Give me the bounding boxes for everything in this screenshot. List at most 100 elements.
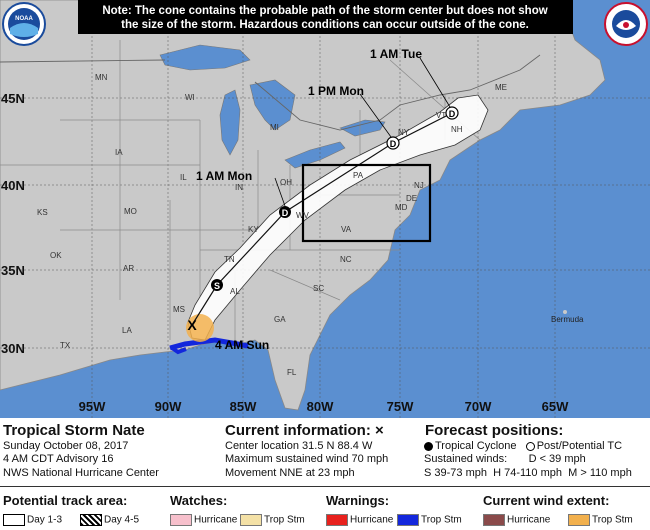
svg-text:WV: WV: [296, 211, 310, 220]
sustained-winds-row: Sustained winds: D < 39 mph: [424, 453, 586, 465]
svg-text:65W: 65W: [542, 399, 569, 414]
gulf-of-mexico: [0, 342, 285, 418]
svg-text:AL: AL: [230, 287, 240, 296]
svg-text:D: D: [390, 139, 397, 149]
svg-text:AR: AR: [123, 264, 134, 273]
legend-day13: Day 1-3: [3, 514, 62, 526]
lake-ontario: [339, 119, 386, 137]
svg-text:IN: IN: [235, 183, 243, 192]
label-4am-sun: 4 AM Sun: [215, 338, 269, 352]
graticule: [0, 0, 650, 418]
storm-name: Tropical Storm Nate: [3, 422, 145, 439]
current-wind: Maximum sustained wind 70 mph: [225, 453, 389, 465]
svg-text:35N: 35N: [1, 263, 25, 278]
legend-wind-tropstm: Trop Stm: [568, 514, 633, 526]
svg-text:ME: ME: [495, 83, 507, 92]
svg-text:NC: NC: [340, 255, 352, 264]
storm-date: Sunday October 08, 2017: [3, 440, 129, 452]
svg-text:MD: MD: [395, 203, 408, 212]
latitude-labels: 45N 40N 35N 30N: [1, 91, 25, 356]
svg-text:70W: 70W: [465, 399, 492, 414]
info-panel: Tropical Storm Nate Sunday October 08, 2…: [0, 418, 650, 530]
current-info-title: Current information: ×: [225, 422, 384, 439]
storm-advisory: 4 AM CDT Advisory 16: [3, 453, 114, 465]
svg-text:FL: FL: [287, 368, 297, 377]
svg-text:MI: MI: [270, 123, 279, 132]
svg-text:S: S: [214, 281, 220, 291]
label-1am-mon: 1 AM Mon: [196, 169, 252, 183]
storm-center: NWS National Hurricane Center: [3, 467, 159, 479]
label-1am-tue: 1 AM Tue: [370, 47, 422, 61]
forecast-cone: [187, 94, 489, 341]
svg-text:OH: OH: [280, 178, 292, 187]
forecast-point-d-1pm-mon: D: [386, 136, 400, 150]
forecast-positions-title: Forecast positions:: [425, 422, 564, 439]
bermuda-label: Bermuda: [551, 315, 584, 324]
svg-text:GA: GA: [274, 315, 286, 324]
svg-text:95W: 95W: [79, 399, 106, 414]
svg-text:LA: LA: [122, 326, 132, 335]
svg-text:85W: 85W: [230, 399, 257, 414]
forecast-point-current: X: [187, 317, 197, 333]
watch-hurricane-swatch-icon: [170, 514, 192, 526]
track-area-title: Potential track area:: [3, 493, 128, 508]
svg-text:IL: IL: [180, 173, 187, 182]
current-movement: Movement NNE at 23 mph: [225, 467, 355, 479]
post-tc-circle-icon: [525, 441, 535, 451]
svg-text:TN: TN: [224, 255, 235, 264]
nws-logo-icon: [604, 2, 648, 46]
legend-wind-hurricane: Hurricane: [483, 514, 550, 526]
svg-text:DE: DE: [406, 194, 417, 203]
legend-day45: Day 4-5: [80, 514, 139, 526]
svg-text:TX: TX: [60, 341, 71, 350]
svg-text:SC: SC: [313, 284, 324, 293]
wind-hurricane-swatch-icon: [483, 514, 505, 526]
svg-text:NY: NY: [398, 128, 410, 137]
svg-text:MS: MS: [173, 305, 185, 314]
svg-text:VT: VT: [436, 111, 446, 120]
label-1pm-mon: 1 PM Mon: [308, 84, 364, 98]
us-canada-border: [0, 54, 541, 131]
warn-tropstm-swatch-icon: [397, 514, 419, 526]
svg-text:NH: NH: [451, 125, 463, 134]
svg-text:NOAA: NOAA: [15, 16, 33, 22]
svg-text:NJ: NJ: [414, 181, 424, 190]
svg-text:KY: KY: [248, 225, 259, 234]
forecast-position-types: Tropical Cyclone Post/Potential TC: [424, 440, 622, 452]
svg-text:WI: WI: [185, 93, 195, 102]
forecast-point-d-1am-tue: D: [445, 106, 459, 120]
svg-text:45N: 45N: [1, 91, 25, 106]
current-position-x-icon: ×: [375, 422, 384, 439]
notice-line-1: Note: The cone contains the probable pat…: [102, 5, 547, 17]
svg-text:75W: 75W: [387, 399, 414, 414]
current-location: Center location 31.5 N 88.4 W: [225, 440, 373, 452]
notice-banner: [78, 0, 573, 34]
svg-text:80W: 80W: [307, 399, 334, 414]
wind-extent-title: Current wind extent:: [483, 493, 610, 508]
tropical-storm-warning-coast-west: [170, 346, 187, 355]
wind-category-row: S 39-73 mph H 74-110 mph M > 110 mph: [424, 467, 632, 479]
legend-divider: [0, 486, 650, 487]
day13-swatch-icon: [3, 514, 25, 526]
label-leader-lines: [274, 57, 451, 207]
warn-hurricane-swatch-icon: [326, 514, 348, 526]
svg-text:D: D: [449, 109, 456, 119]
wind-tropstm-swatch-icon: [568, 514, 590, 526]
notice-line-2: the size of the storm. Hazardous conditi…: [121, 19, 529, 31]
bermuda-island: [563, 310, 567, 314]
legend-watch-tropstm: Trop Stm: [240, 514, 305, 526]
svg-text:IA: IA: [115, 148, 123, 157]
noaa-logo-icon: NOAA: [2, 2, 46, 46]
legend-warn-tropstm: Trop Stm: [397, 514, 462, 526]
svg-text:MO: MO: [124, 207, 137, 216]
svg-text:PA: PA: [353, 171, 364, 180]
legend-watch-hurricane: Hurricane: [170, 514, 237, 526]
svg-text:40N: 40N: [1, 178, 25, 193]
svg-text:30N: 30N: [1, 341, 25, 356]
forecast-map: X S D D D 4 AM Sun 1 AM Mon 1 PM Mon 1 A…: [0, 0, 650, 418]
watch-tropstm-swatch-icon: [240, 514, 262, 526]
lake-huron: [249, 79, 296, 131]
highlight-box: [301, 163, 432, 243]
forecast-point-s: S: [211, 279, 223, 291]
svg-text:MN: MN: [95, 73, 108, 82]
